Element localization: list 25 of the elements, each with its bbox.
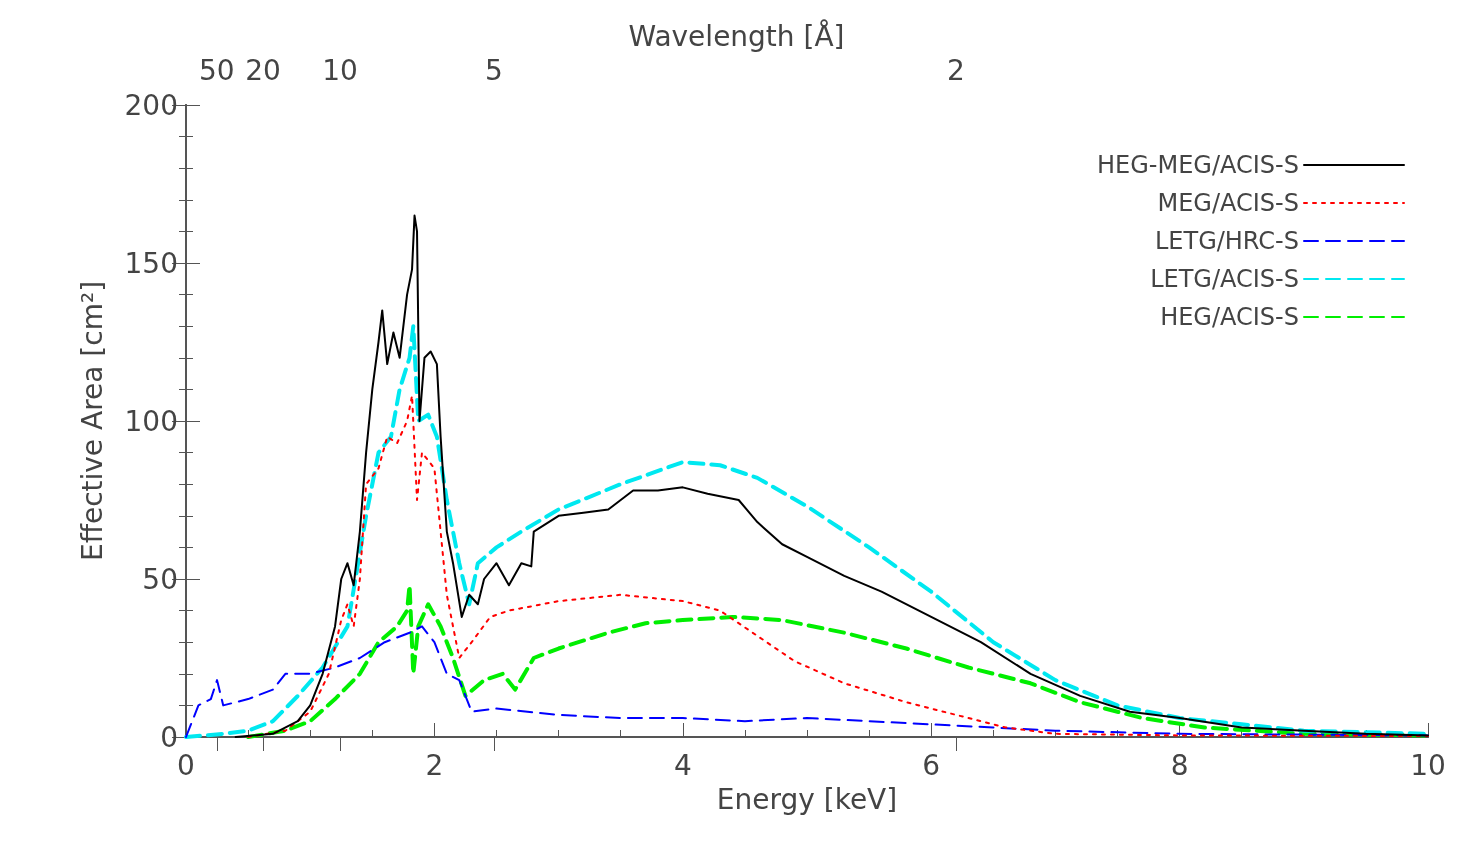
line-series: [234, 214, 1429, 738]
text: Wavelength [Å]: [628, 18, 845, 53]
legend-label: LETG/ACIS-S: [1150, 265, 1299, 293]
y-tick-label: 200: [124, 88, 178, 122]
x-tick-label: 8: [1170, 748, 1189, 782]
text: 5: [485, 53, 503, 87]
legend-label: HEG/ACIS-S: [1160, 303, 1299, 331]
legend-label: MEG/ACIS-S: [1157, 189, 1299, 217]
text: 2: [947, 53, 965, 87]
legend-label: LETG/HRC-S: [1154, 227, 1299, 255]
x-axis-title: Energy [keV]: [716, 782, 898, 816]
y-tick-label: 100: [124, 404, 178, 438]
legend-label: HEG-MEG/ACIS-S: [1097, 151, 1299, 179]
x-tick-label: 4: [673, 748, 692, 782]
y-tick-label: 50: [142, 562, 178, 596]
y-tick-label: 150: [124, 246, 178, 280]
line-series: [247, 394, 1429, 738]
x-tick-label: 2: [425, 748, 444, 782]
text: 10: [322, 53, 358, 87]
y-tick-label: 0: [160, 720, 178, 754]
text: 20: [245, 53, 281, 87]
x-tick-label: 10: [1410, 748, 1446, 782]
y-axis-title: Effective Area [cm²]: [75, 280, 109, 562]
x-tick-label: 6: [922, 748, 941, 782]
text: 50: [198, 53, 235, 87]
